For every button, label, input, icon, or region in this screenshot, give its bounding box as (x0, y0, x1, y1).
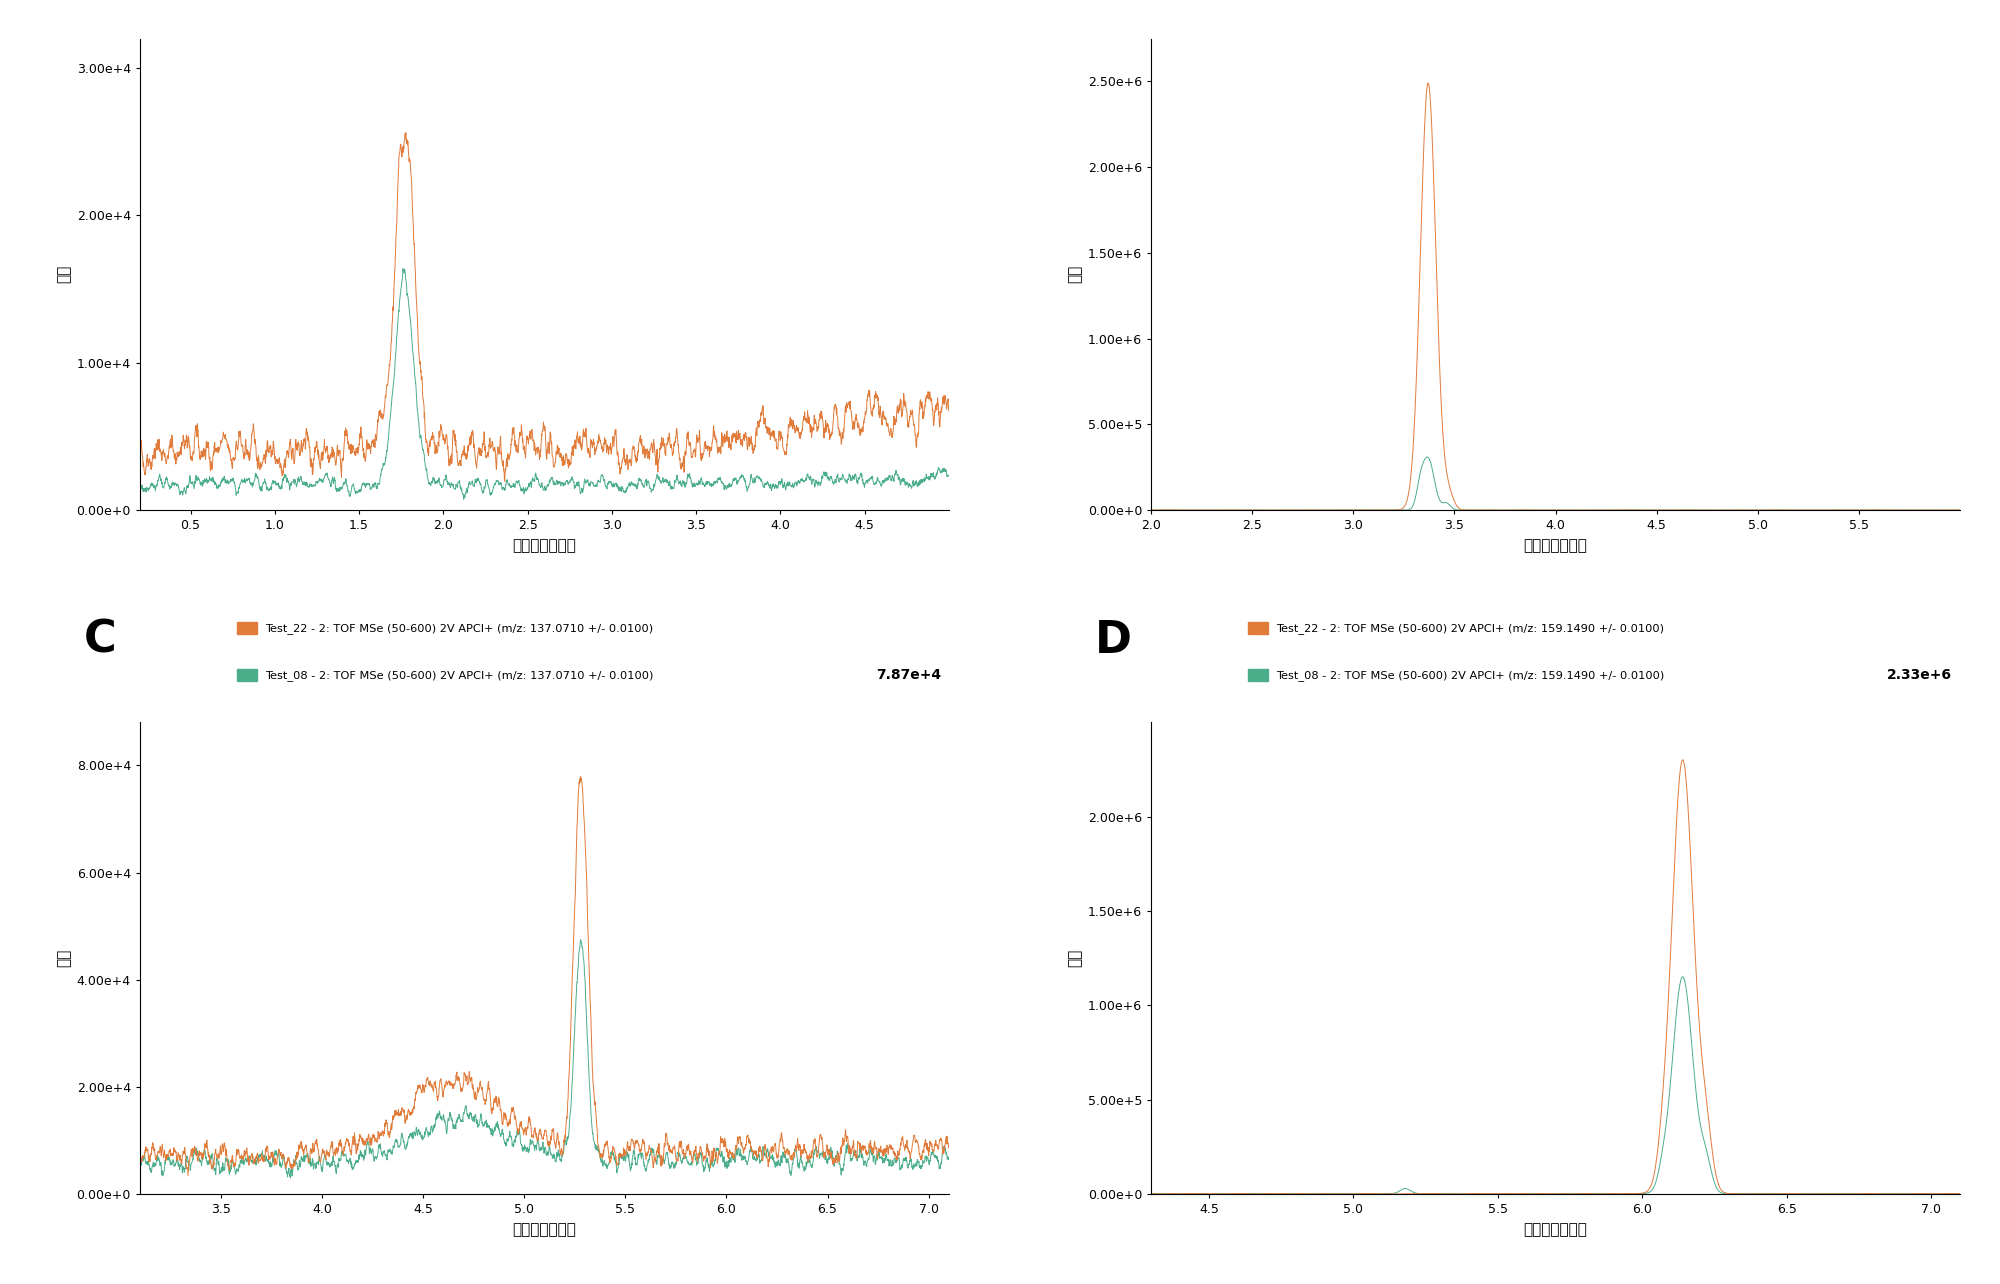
Text: Test_08 - 2: TOF MSe (50-600) 2V APCl+ (m/z: 159.1490 +/- 0.0100): Test_08 - 2: TOF MSe (50-600) 2V APCl+ (… (1276, 670, 1664, 681)
Y-axis label: 強度: 強度 (1068, 949, 1082, 967)
Text: 7.87e+4: 7.87e+4 (876, 668, 940, 682)
Text: Test_22 - 2: TOF MSe (50-600) 2V APCl+ (m/z: 137.0710 +/- 0.0100): Test_22 - 2: TOF MSe (50-600) 2V APCl+ (… (266, 623, 654, 633)
Bar (238, 669, 258, 682)
Bar (1248, 669, 1268, 682)
Text: 2.33e+6: 2.33e+6 (1886, 668, 1952, 682)
X-axis label: 保持時間（分）: 保持時間（分） (512, 1221, 576, 1236)
X-axis label: 保持時間（分）: 保持時間（分） (1524, 538, 1588, 553)
Text: D: D (1094, 619, 1132, 661)
Bar (1248, 623, 1268, 634)
X-axis label: 保持時間（分）: 保持時間（分） (512, 538, 576, 553)
Bar (238, 623, 258, 634)
Y-axis label: 強度: 強度 (56, 266, 72, 284)
Text: C: C (84, 619, 116, 661)
Y-axis label: 強度: 強度 (1068, 266, 1082, 284)
Text: Test_08 - 2: TOF MSe (50-600) 2V APCl+ (m/z: 137.0710 +/- 0.0100): Test_08 - 2: TOF MSe (50-600) 2V APCl+ (… (266, 670, 654, 681)
X-axis label: 保持時間（分）: 保持時間（分） (1524, 1221, 1588, 1236)
Y-axis label: 強度: 強度 (56, 949, 72, 967)
Text: Test_22 - 2: TOF MSe (50-600) 2V APCl+ (m/z: 159.1490 +/- 0.0100): Test_22 - 2: TOF MSe (50-600) 2V APCl+ (… (1276, 623, 1664, 633)
